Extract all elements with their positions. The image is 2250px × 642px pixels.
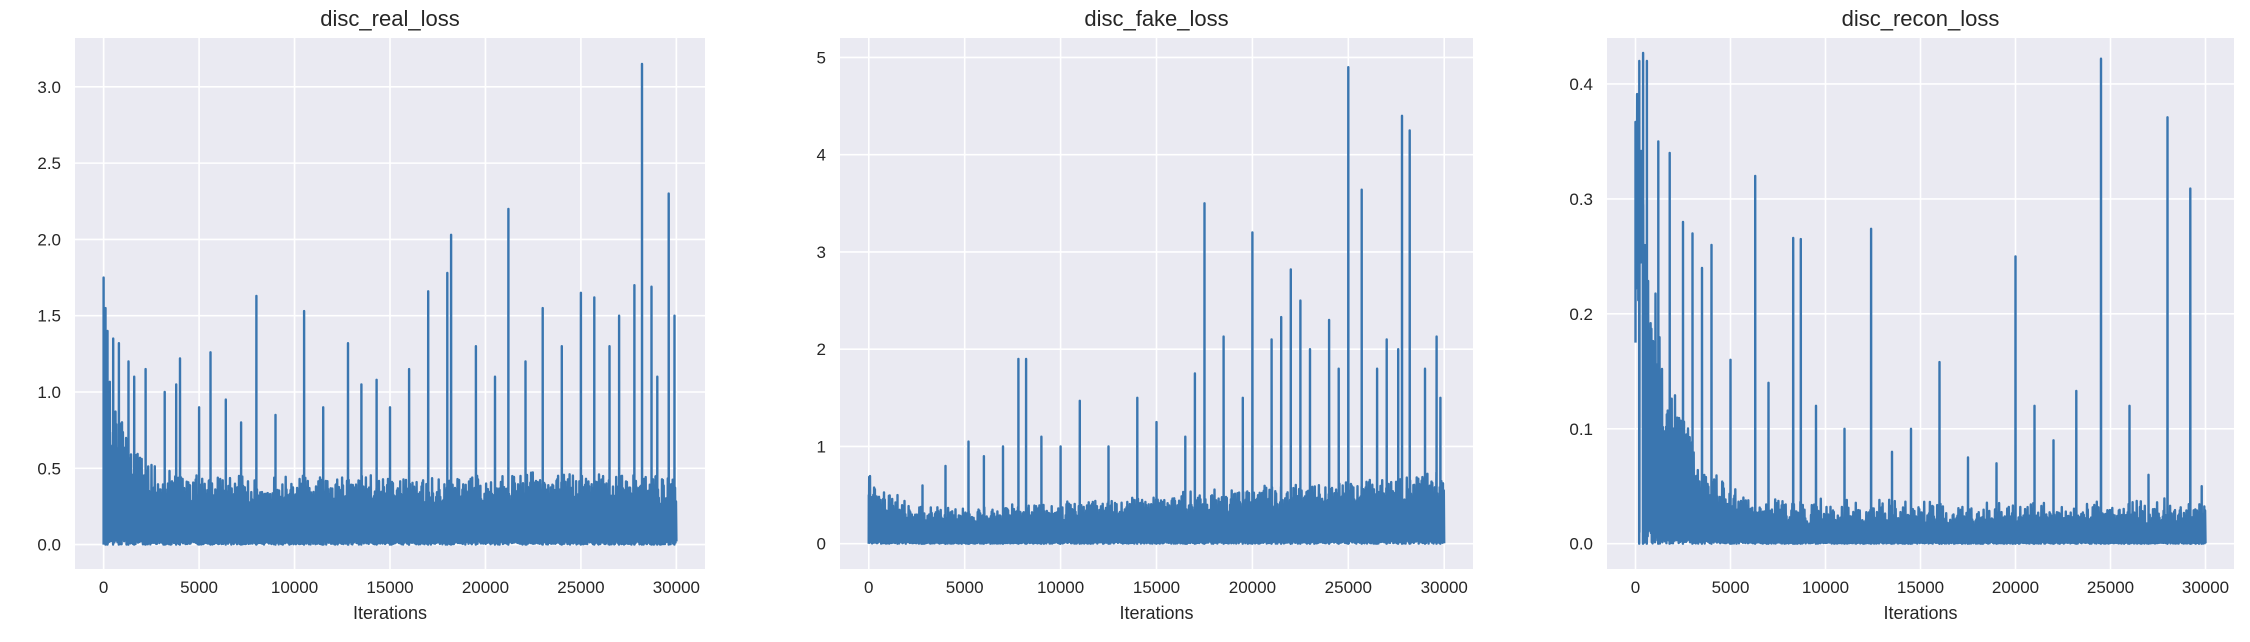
chart-title: disc_real_loss (320, 6, 459, 31)
x-tick-label: 30000 (1421, 578, 1468, 597)
x-tick-label: 5000 (180, 578, 218, 597)
y-tick-label: 2 (817, 340, 826, 359)
y-tick-label: 1.0 (37, 383, 61, 402)
x-tick-label: 30000 (653, 578, 700, 597)
y-tick-label: 5 (817, 48, 826, 67)
y-tick-label: 3 (817, 243, 826, 262)
x-tick-label: 25000 (2087, 578, 2134, 597)
y-tick-label: 0.0 (1569, 535, 1593, 554)
x-tick-label: 10000 (1037, 578, 1084, 597)
chart-title: disc_fake_loss (1084, 6, 1228, 31)
x-tick-label: 25000 (557, 578, 604, 597)
x-tick-label: 0 (99, 578, 108, 597)
x-tick-label: 15000 (1897, 578, 1944, 597)
x-tick-label: 10000 (1802, 578, 1849, 597)
x-axis-label: Iterations (1119, 603, 1193, 623)
y-tick-label: 0.0 (37, 536, 61, 555)
y-tick-label: 0.4 (1569, 75, 1593, 94)
y-tick-label: 3.0 (37, 78, 61, 97)
loss-series-line (867, 66, 1446, 545)
y-tick-label: 1.5 (37, 307, 61, 326)
x-tick-label: 15000 (366, 578, 413, 597)
y-tick-label: 2.5 (37, 154, 61, 173)
x-tick-label: 5000 (1712, 578, 1750, 597)
subplot-disc-real-loss: 0 5000 10000 15000 20000 25000 30000 0.0 0.5 1.0 1… (37, 6, 705, 623)
x-axis-label: Iterations (1883, 603, 1957, 623)
y-tick-label: 2.0 (37, 230, 61, 249)
x-axis-label: Iterations (353, 603, 427, 623)
loss-series-line (1634, 51, 2207, 545)
chart-title: disc_recon_loss (1842, 6, 2000, 31)
y-tick-label: 0.2 (1569, 305, 1593, 324)
x-tick-label: 10000 (271, 578, 318, 597)
loss-series-line (102, 62, 678, 546)
subplot-disc-recon-loss: 0 5000 10000 15000 20000 25000 30000 0.0 0.1 0.2 0… (1569, 6, 2234, 623)
x-tick-label: 0 (1631, 578, 1640, 597)
y-tick-label: 0 (817, 535, 826, 554)
x-tick-label: 0 (864, 578, 873, 597)
y-tick-label: 0.1 (1569, 420, 1593, 439)
y-tick-label: 4 (817, 146, 826, 165)
x-tick-label: 15000 (1133, 578, 1180, 597)
x-tick-label: 20000 (1229, 578, 1276, 597)
y-tick-label: 0.5 (37, 459, 61, 478)
x-tick-label: 5000 (946, 578, 984, 597)
y-tick-label: 0.3 (1569, 190, 1593, 209)
x-tick-label: 20000 (1992, 578, 2039, 597)
subplot-disc-fake-loss: 0 5000 10000 15000 20000 25000 30000 0 1 2 3 4 5 disc… (817, 6, 1473, 623)
x-tick-label: 30000 (2182, 578, 2229, 597)
y-tick-label: 1 (817, 437, 826, 456)
x-tick-label: 25000 (1325, 578, 1372, 597)
x-tick-label: 20000 (462, 578, 509, 597)
